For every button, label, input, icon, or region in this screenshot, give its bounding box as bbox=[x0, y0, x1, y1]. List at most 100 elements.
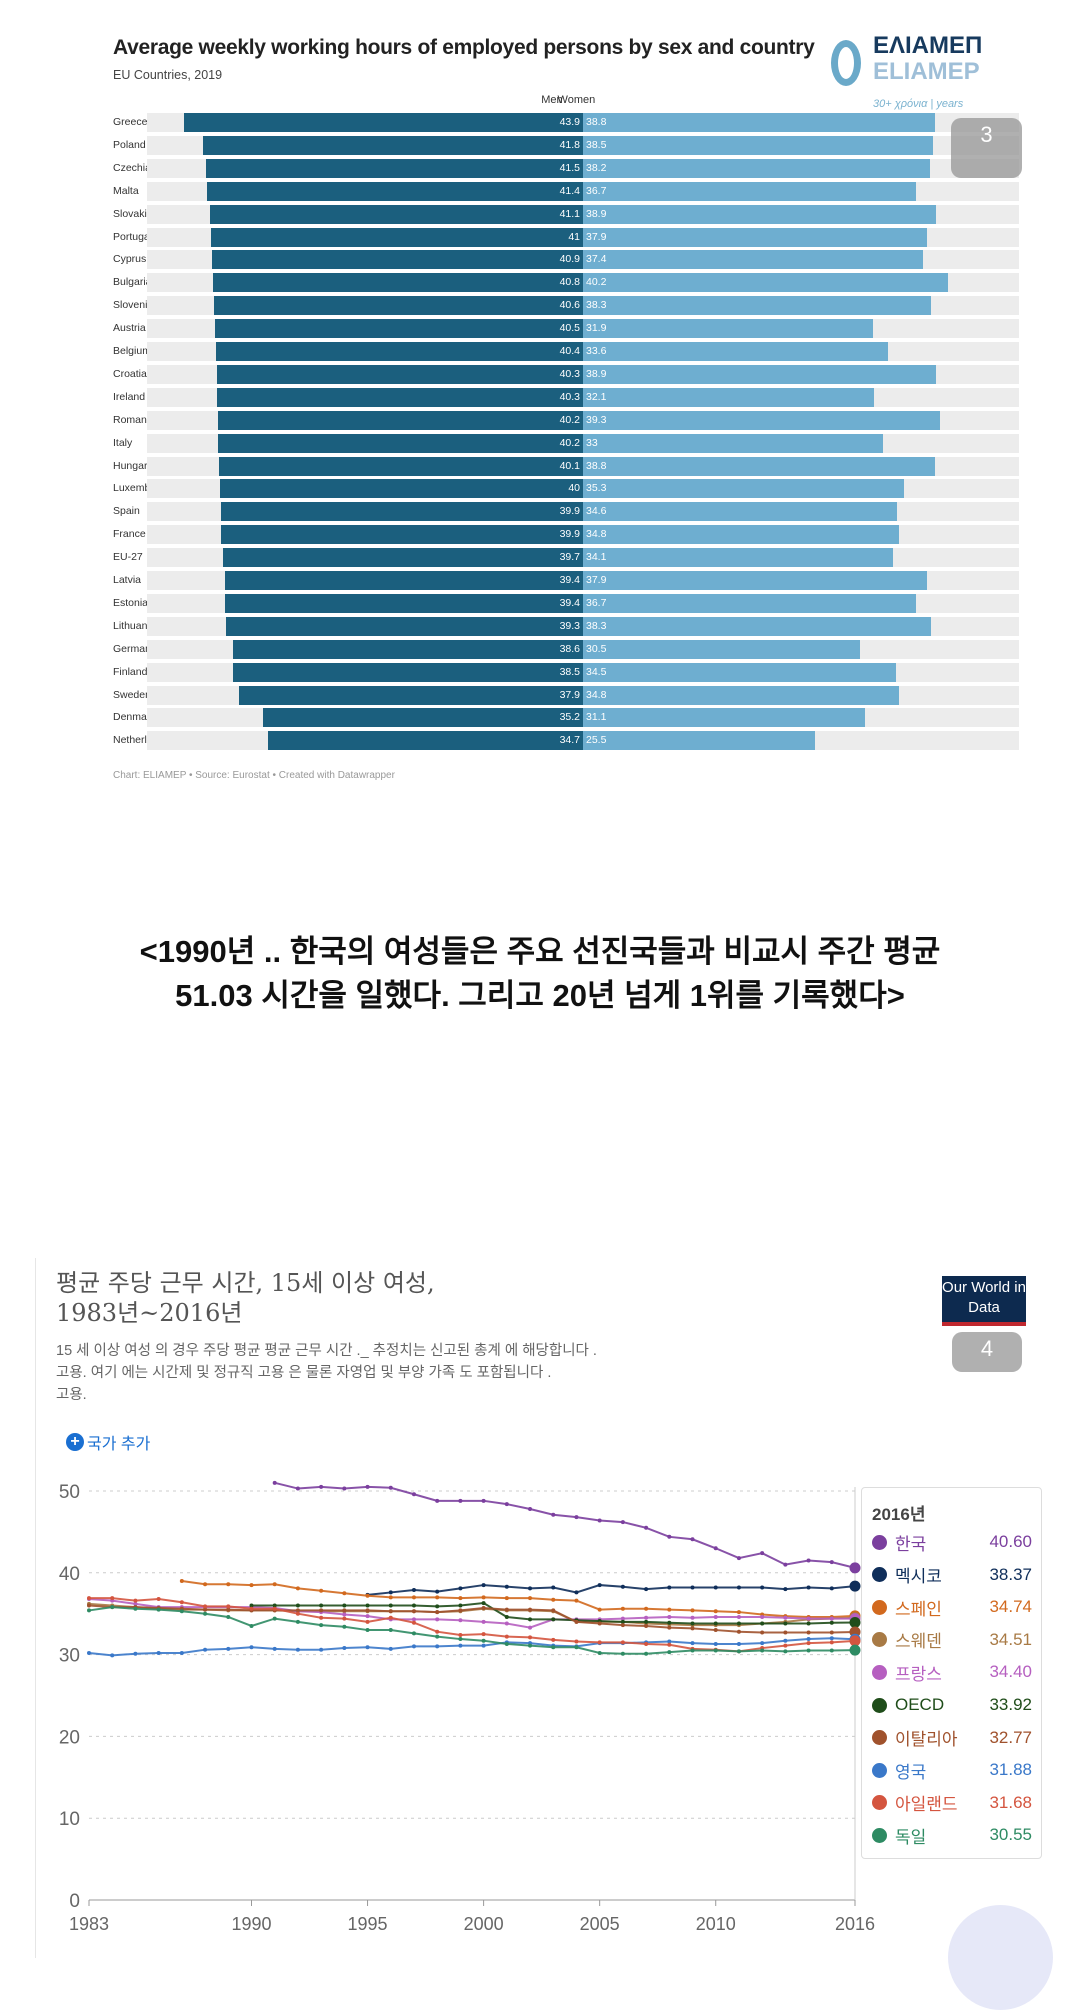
legend-item[interactable]: 영국 31.88 bbox=[872, 1758, 1032, 1782]
legend-item[interactable]: OECD 33.92 bbox=[872, 1693, 1032, 1717]
data-point bbox=[551, 1597, 556, 1602]
bar-women-value: 34.6 bbox=[586, 505, 607, 518]
bar-women-value: 40.2 bbox=[586, 276, 607, 289]
bar-men-value: 39.4 bbox=[559, 574, 580, 586]
data-point bbox=[226, 1604, 231, 1609]
bar-women-value: 25.5 bbox=[586, 734, 607, 747]
bar-women-value: 31.9 bbox=[586, 322, 607, 335]
data-point bbox=[319, 1484, 324, 1489]
data-point bbox=[226, 1646, 231, 1651]
data-point bbox=[249, 1606, 254, 1611]
data-point bbox=[156, 1650, 161, 1655]
data-point bbox=[435, 1634, 440, 1639]
data-point bbox=[411, 1609, 416, 1614]
bar-men-value: 39.7 bbox=[559, 551, 580, 564]
legend-value: 32.77 bbox=[989, 1727, 1032, 1747]
category-label: Denmark bbox=[113, 711, 156, 724]
data-point bbox=[829, 1630, 834, 1635]
data-point bbox=[829, 1640, 834, 1645]
data-point bbox=[458, 1632, 463, 1637]
legend-women: Women bbox=[557, 94, 596, 106]
data-point bbox=[644, 1615, 649, 1620]
legend-value: 40.60 bbox=[989, 1532, 1032, 1551]
series-line bbox=[88, 1637, 856, 1657]
data-point bbox=[203, 1604, 208, 1609]
y-tick-label: 30 bbox=[59, 1646, 80, 1667]
add-country-button[interactable]: + 국가 추가 bbox=[66, 1430, 150, 1454]
data-point bbox=[295, 1486, 300, 1491]
bar-men bbox=[203, 135, 583, 155]
x-tick-label: 1995 bbox=[348, 1914, 388, 1934]
bar-women bbox=[583, 502, 898, 522]
data-point bbox=[574, 1590, 579, 1595]
bar-women bbox=[583, 479, 904, 499]
data-point bbox=[690, 1621, 695, 1626]
series-line bbox=[88, 1606, 856, 1655]
owid-logo: Our World in Data bbox=[942, 1276, 1026, 1326]
data-point bbox=[481, 1498, 486, 1503]
bar-men-value: 40.8 bbox=[559, 276, 580, 289]
eu-hours-chart: Average weekly working hours of employed… bbox=[31, 22, 1031, 792]
data-point bbox=[667, 1639, 672, 1644]
bar-men bbox=[233, 662, 583, 682]
data-point bbox=[736, 1610, 741, 1615]
legend-label: 아일랜드 bbox=[895, 1795, 958, 1815]
data-point bbox=[783, 1638, 788, 1643]
bar-men bbox=[210, 227, 583, 247]
data-point bbox=[690, 1608, 695, 1613]
legend-label: OECD bbox=[895, 1695, 945, 1714]
data-point bbox=[504, 1614, 509, 1619]
data-point bbox=[272, 1616, 277, 1621]
data-point bbox=[342, 1591, 347, 1596]
data-point bbox=[481, 1643, 486, 1648]
bar-men-value: 40 bbox=[568, 482, 580, 495]
bar-women-value: 35.3 bbox=[586, 482, 607, 495]
image-index-badge: 3 bbox=[951, 118, 1022, 178]
bar-women bbox=[583, 319, 873, 339]
data-point bbox=[133, 1601, 138, 1606]
bar-men-value: 41.4 bbox=[559, 184, 580, 197]
x-tick-label: 2010 bbox=[696, 1914, 736, 1934]
data-point bbox=[481, 1638, 486, 1643]
legend-item[interactable]: 스페인 34.74 bbox=[872, 1595, 1032, 1619]
x-tick-label: 1983 bbox=[69, 1914, 109, 1934]
floating-action-button[interactable] bbox=[948, 1905, 1053, 2010]
data-point bbox=[620, 1619, 625, 1624]
legend-item[interactable]: 스웨덴 34.51 bbox=[872, 1628, 1032, 1652]
series-end-point bbox=[849, 1562, 861, 1574]
data-point bbox=[713, 1609, 718, 1614]
chart-subtitle: 15 세 이상 여성 의 경우 주당 평균 평균 근무 시간 ._ 추정치는 신… bbox=[56, 1340, 597, 1406]
bar-men-value: 41.5 bbox=[559, 161, 580, 174]
data-point bbox=[806, 1585, 811, 1590]
bar-women bbox=[583, 387, 875, 407]
category-label: Lithuania bbox=[113, 619, 156, 632]
data-point bbox=[435, 1610, 440, 1615]
legend-item[interactable]: 멕시코 38.37 bbox=[872, 1563, 1032, 1587]
data-point bbox=[783, 1562, 788, 1567]
legend-item[interactable]: 아일랜드 31.68 bbox=[872, 1791, 1032, 1815]
data-point bbox=[249, 1603, 254, 1608]
legend-item[interactable]: 한국 40.60 bbox=[872, 1530, 1032, 1554]
logo-latin: ELIAMEP bbox=[873, 58, 980, 85]
bar-women-value: 36.7 bbox=[586, 184, 607, 197]
data-point bbox=[551, 1637, 556, 1642]
bar-women-value: 38.9 bbox=[586, 207, 607, 220]
bar-men-value: 40.3 bbox=[559, 390, 580, 403]
data-point bbox=[295, 1608, 300, 1613]
legend-item[interactable]: 이탈리아 32.77 bbox=[872, 1726, 1032, 1750]
data-point bbox=[388, 1615, 393, 1620]
logo-tagline: 30+ χρόνια | years bbox=[873, 98, 964, 110]
bar-women-value: 30.5 bbox=[586, 642, 607, 655]
data-point bbox=[435, 1595, 440, 1600]
data-point bbox=[620, 1520, 625, 1525]
series-end-point bbox=[849, 1635, 861, 1647]
data-point bbox=[620, 1616, 625, 1621]
x-tick-label: 2016 bbox=[835, 1914, 875, 1934]
data-point bbox=[829, 1560, 834, 1565]
data-point bbox=[272, 1606, 277, 1611]
data-point bbox=[272, 1646, 277, 1651]
bar-women bbox=[583, 250, 923, 270]
legend-item[interactable]: 독일 30.55 bbox=[872, 1823, 1032, 1847]
legend-item[interactable]: 프랑스 34.40 bbox=[872, 1660, 1032, 1684]
category-label: Hungary bbox=[113, 459, 153, 472]
